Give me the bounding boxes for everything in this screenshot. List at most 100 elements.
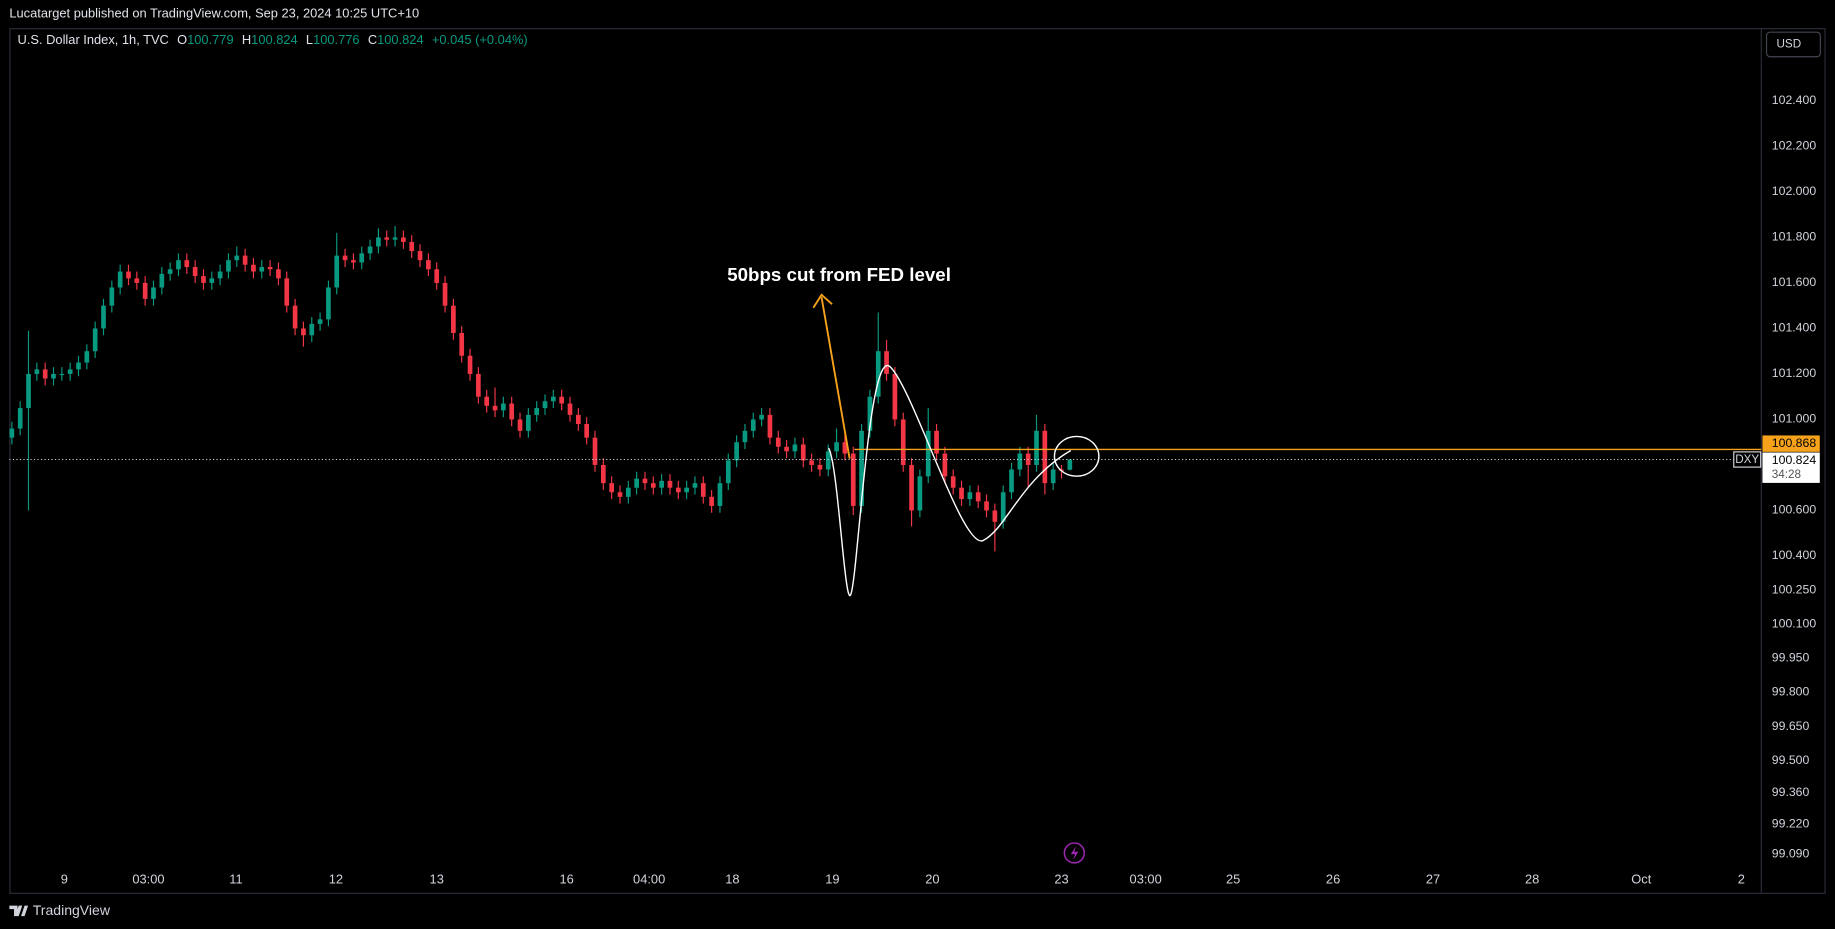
symbol-legend: U.S. Dollar Index, 1h, TVC O100.779 H100… bbox=[18, 32, 528, 47]
x-tick-label: 28 bbox=[1525, 871, 1539, 886]
candle-body bbox=[684, 487, 689, 493]
candle-body bbox=[942, 453, 948, 477]
candle-body bbox=[384, 237, 390, 240]
high-label: H bbox=[242, 32, 251, 47]
candle-body bbox=[700, 483, 706, 497]
candle-body bbox=[967, 492, 973, 500]
candle-body bbox=[959, 487, 964, 500]
level-box bbox=[1762, 435, 1820, 452]
candle-body bbox=[526, 414, 531, 431]
y-tick-label: 99.650 bbox=[1772, 719, 1810, 733]
candle-body bbox=[142, 282, 148, 299]
candle-body bbox=[276, 269, 281, 279]
candle-body bbox=[342, 255, 348, 261]
candle-body bbox=[817, 464, 823, 470]
candle-body bbox=[1042, 430, 1048, 484]
candle-body bbox=[292, 305, 298, 329]
candle-body bbox=[1067, 459, 1073, 470]
candle-body bbox=[26, 373, 31, 409]
candle-body bbox=[892, 373, 898, 420]
candle-body bbox=[151, 287, 156, 299]
candle-body bbox=[392, 237, 398, 240]
candle-body bbox=[492, 405, 498, 411]
candle-body bbox=[642, 478, 648, 484]
candle-body bbox=[1017, 453, 1023, 470]
y-tick-label: 99.090 bbox=[1772, 846, 1810, 860]
candle-body bbox=[634, 478, 639, 488]
candle-body bbox=[501, 403, 506, 411]
candle-body bbox=[51, 373, 56, 379]
candle-body bbox=[934, 430, 939, 454]
candle-body bbox=[559, 396, 565, 404]
candle-body bbox=[76, 362, 81, 370]
candle-body bbox=[109, 287, 115, 306]
candle-body bbox=[184, 260, 190, 267]
alert-icon[interactable] bbox=[1063, 842, 1086, 864]
x-tick-label: 27 bbox=[1426, 871, 1440, 886]
candle-body bbox=[617, 492, 623, 497]
candle-body bbox=[459, 332, 465, 356]
candle-body bbox=[309, 323, 315, 336]
candle-body bbox=[401, 237, 406, 242]
candle-body bbox=[159, 273, 165, 288]
candle-body bbox=[1000, 492, 1006, 522]
candle-body bbox=[875, 351, 881, 397]
candle-body bbox=[359, 253, 365, 263]
x-tick-label: 12 bbox=[329, 871, 343, 886]
open-label: O bbox=[177, 32, 187, 47]
candle-body bbox=[725, 460, 731, 484]
x-tick-label: 19 bbox=[825, 871, 839, 886]
plot: 9 03:00 11 12 13 16 04:00 18 19 20 23 03:00 25 26 27 28… bbox=[9, 93, 1820, 886]
candle-body bbox=[59, 373, 65, 376]
candle-body bbox=[975, 492, 981, 502]
publish-header: Lucatarget published on TradingView.com,… bbox=[9, 5, 419, 20]
candle-body bbox=[334, 255, 340, 288]
candle-body bbox=[567, 403, 573, 415]
alert-bolt[interactable] bbox=[1070, 845, 1079, 860]
candle-body bbox=[850, 453, 856, 506]
candle-body bbox=[659, 480, 664, 488]
symbol-title: U.S. Dollar Index, 1h, TVC bbox=[18, 32, 169, 47]
candle-body bbox=[809, 460, 814, 465]
currency-button[interactable]: USD bbox=[1765, 31, 1821, 58]
candle-body bbox=[301, 328, 306, 336]
candle-body bbox=[867, 396, 873, 431]
candle-body bbox=[551, 396, 556, 402]
symbol-tag-box bbox=[1733, 451, 1762, 468]
candle-body bbox=[209, 278, 215, 283]
candle-body bbox=[134, 278, 140, 283]
candle-body bbox=[667, 480, 673, 488]
candle-body bbox=[600, 464, 606, 484]
currency-label[interactable]: USD bbox=[1776, 38, 1801, 51]
last-price-box bbox=[1762, 452, 1820, 483]
alert-circle[interactable] bbox=[1063, 842, 1086, 864]
candle-body bbox=[775, 437, 781, 447]
candle-body bbox=[251, 264, 256, 272]
candle-body bbox=[925, 430, 931, 477]
candle-body bbox=[192, 266, 198, 277]
candle-body bbox=[950, 476, 956, 488]
y-tick-label: 99.950 bbox=[1772, 651, 1810, 665]
open-value: 100.779 bbox=[187, 32, 233, 47]
x-tick-label: 25 bbox=[1226, 871, 1240, 886]
candle-body bbox=[542, 401, 548, 409]
y-tick-label: 101.400 bbox=[1772, 321, 1817, 335]
candle-body bbox=[584, 423, 590, 438]
x-tick-label: Oct bbox=[1631, 871, 1651, 886]
candle-body bbox=[242, 255, 248, 265]
candle-body bbox=[484, 396, 490, 406]
candle-body bbox=[767, 414, 773, 438]
y-tick-label: 99.500 bbox=[1772, 753, 1810, 767]
y-tick-label: 100.250 bbox=[1772, 582, 1817, 596]
candle-body bbox=[267, 266, 273, 270]
x-tick-label: 2 bbox=[1738, 871, 1745, 886]
close-label: C bbox=[368, 32, 377, 47]
candle-body bbox=[476, 373, 481, 397]
candle-body bbox=[217, 271, 223, 279]
y-tick-label: 102.400 bbox=[1772, 93, 1817, 107]
currency-button-box[interactable] bbox=[1765, 31, 1821, 58]
candle-body bbox=[884, 351, 889, 374]
candle-body bbox=[84, 351, 90, 363]
